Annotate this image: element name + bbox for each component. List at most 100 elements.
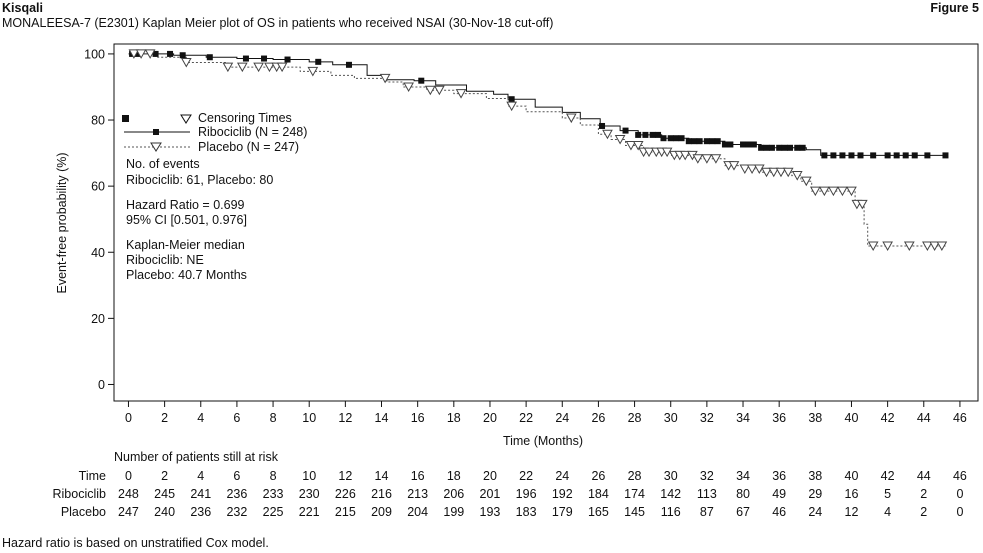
ribociclib-censor-marker bbox=[685, 138, 692, 145]
placebo-censor-marker bbox=[506, 101, 518, 112]
placebo-censor-marker bbox=[643, 147, 655, 158]
ribociclib-censor-marker bbox=[179, 52, 186, 59]
placebo-censor-marker bbox=[236, 62, 248, 73]
x-tick-label: 0 bbox=[125, 411, 132, 425]
placebo-censor-marker bbox=[782, 167, 794, 178]
ribociclib-censor-marker bbox=[622, 127, 629, 134]
legend-ribo-label: Ribociclib (N = 248) bbox=[198, 125, 307, 139]
placebo-censor-marker bbox=[768, 167, 780, 178]
y-tick-label: 80 bbox=[91, 114, 105, 128]
x-tick-label: 12 bbox=[338, 411, 352, 425]
risk-row-label-ribociclib: Ribociclib bbox=[53, 487, 107, 501]
ribociclib-censor-marker bbox=[763, 144, 770, 151]
ribociclib-censor-marker bbox=[152, 50, 159, 57]
risk-placebo-value: 225 bbox=[263, 505, 284, 519]
risk-time-value: 44 bbox=[917, 469, 931, 483]
ribociclib-censor-marker bbox=[599, 122, 606, 129]
risk-placebo-value: 183 bbox=[516, 505, 537, 519]
placebo-censor-marker bbox=[837, 186, 848, 197]
ribociclib-censor-marker bbox=[839, 152, 846, 159]
placebo-km-curve bbox=[128, 53, 946, 247]
risk-ribociclib-value: 5 bbox=[884, 487, 891, 501]
risk-placebo-value: 24 bbox=[808, 505, 822, 519]
risk-placebo-value: 116 bbox=[661, 505, 681, 519]
ribociclib-censor-marker bbox=[776, 144, 783, 151]
x-tick-label: 14 bbox=[375, 411, 389, 425]
risk-time-value: 28 bbox=[628, 469, 642, 483]
placebo-censor-marker bbox=[307, 66, 319, 77]
risk-placebo-value: 0 bbox=[956, 505, 963, 519]
ribociclib-censor-marker bbox=[345, 61, 352, 68]
placebo-censor-marker bbox=[625, 140, 637, 151]
risk-placebo-value: 87 bbox=[700, 505, 714, 519]
ribociclib-censor-marker bbox=[709, 138, 716, 145]
confidence-interval: 95% CI [0.501, 0.976] bbox=[126, 213, 247, 227]
placebo-censor-marker bbox=[403, 82, 414, 92]
risk-ribociclib-value: 245 bbox=[154, 487, 175, 501]
placebo-censor-marker bbox=[144, 49, 156, 59]
y-tick-label: 0 bbox=[98, 378, 105, 392]
ribociclib-censor-marker bbox=[721, 141, 728, 148]
x-tick-label: 24 bbox=[555, 411, 569, 425]
placebo-censor-marker bbox=[565, 113, 577, 124]
x-tick-label: 36 bbox=[772, 411, 786, 425]
risk-time-value: 30 bbox=[664, 469, 678, 483]
ribociclib-censor-marker bbox=[781, 144, 788, 151]
x-tick-label: 46 bbox=[953, 411, 967, 425]
ribociclib-censor-marker bbox=[167, 50, 174, 57]
placebo-censor-marker bbox=[800, 176, 812, 187]
risk-placebo-value: 209 bbox=[371, 505, 392, 519]
legend-censoring-label: Censoring Times bbox=[198, 111, 292, 125]
ribociclib-censor-marker bbox=[870, 152, 877, 159]
y-axis-label: Event-free probability (%) bbox=[55, 152, 69, 293]
risk-ribociclib-value: 29 bbox=[808, 487, 822, 501]
ribociclib-censor-marker bbox=[750, 141, 757, 148]
placebo-censor-marker bbox=[903, 241, 915, 251]
placebo-censor-marker bbox=[775, 167, 787, 178]
placebo-censor-marker bbox=[809, 186, 821, 197]
ribociclib-censor-marker bbox=[911, 152, 918, 159]
placebo-censor-marker bbox=[614, 135, 626, 145]
ribociclib-censor-marker bbox=[857, 152, 864, 159]
ribociclib-censor-marker bbox=[799, 144, 806, 151]
risk-time-value: 10 bbox=[302, 469, 316, 483]
ribociclib-censor-marker bbox=[667, 135, 674, 142]
risk-placebo-value: 236 bbox=[190, 505, 211, 519]
placebo-censor-marker bbox=[791, 171, 803, 181]
km-median-placebo: Placebo: 40.7 Months bbox=[126, 268, 247, 282]
ribociclib-censor-marker bbox=[942, 152, 949, 159]
ribociclib-censor-marker bbox=[242, 55, 249, 62]
risk-ribociclib-value: 233 bbox=[263, 487, 284, 501]
risk-ribociclib-value: 174 bbox=[624, 487, 645, 501]
placebo-censor-marker bbox=[602, 129, 613, 140]
ribociclib-censor-marker bbox=[768, 144, 775, 151]
risk-time-value: 4 bbox=[197, 469, 204, 483]
figure-label: Figure 5 bbox=[930, 1, 979, 15]
risk-ribociclib-value: 236 bbox=[226, 487, 247, 501]
risk-time-value: 8 bbox=[270, 469, 277, 483]
ribociclib-censor-marker bbox=[787, 144, 794, 151]
risk-time-value: 42 bbox=[881, 469, 895, 483]
risk-ribociclib-value: 241 bbox=[190, 487, 211, 501]
x-tick-label: 2 bbox=[161, 411, 168, 425]
x-tick-label: 20 bbox=[483, 411, 497, 425]
x-tick-label: 30 bbox=[664, 411, 678, 425]
x-tick-label: 32 bbox=[700, 411, 714, 425]
ribociclib-censor-marker bbox=[315, 58, 322, 65]
placebo-censor-marker bbox=[753, 164, 765, 174]
risk-time-value: 6 bbox=[233, 469, 240, 483]
placebo-censor-marker bbox=[128, 49, 140, 59]
plot-subtitle: MONALEESA-7 (E2301) Kaplan Meier plot of… bbox=[2, 16, 554, 30]
risk-time-value: 16 bbox=[411, 469, 425, 483]
placebo-censor-marker bbox=[739, 164, 751, 174]
ribociclib-censor-marker bbox=[261, 55, 268, 62]
ribociclib-censor-marker bbox=[924, 152, 931, 159]
y-tick-label: 40 bbox=[91, 246, 105, 260]
ribociclib-censor-marker bbox=[893, 152, 900, 159]
risk-placebo-value: 247 bbox=[118, 505, 139, 519]
ribociclib-censor-marker bbox=[727, 141, 734, 148]
risk-ribociclib-value: 206 bbox=[443, 487, 464, 501]
x-tick-label: 26 bbox=[591, 411, 605, 425]
ribociclib-censor-marker bbox=[703, 138, 710, 145]
risk-time-value: 18 bbox=[447, 469, 461, 483]
